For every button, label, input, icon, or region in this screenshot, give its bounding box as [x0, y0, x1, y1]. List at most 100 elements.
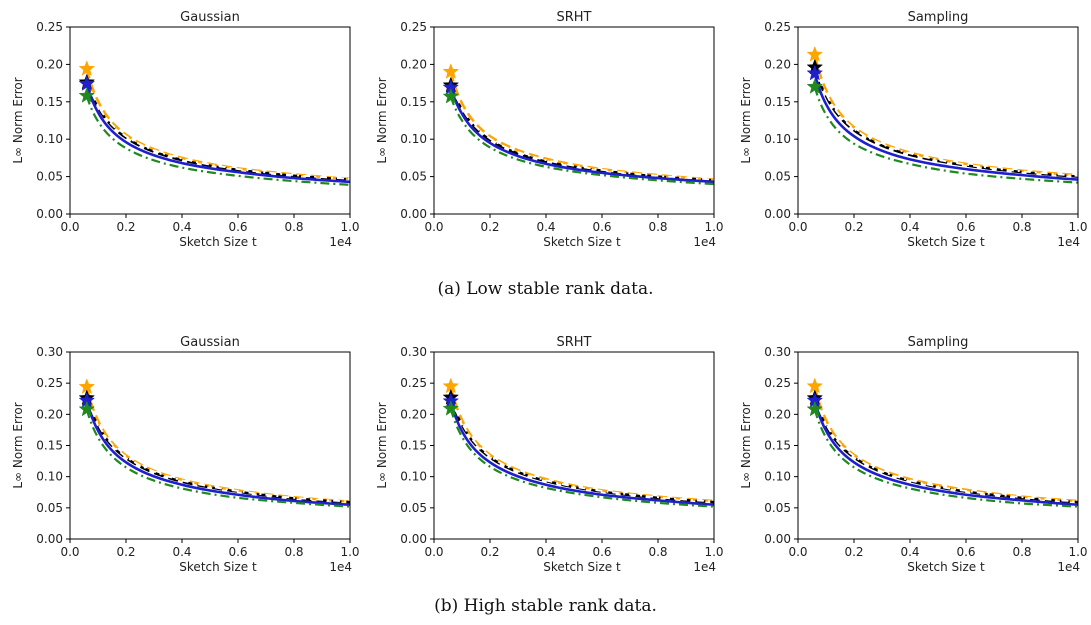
- start-marker-green-dashdot: [806, 78, 824, 94]
- x-tick-label: 1.0: [704, 220, 723, 234]
- x-tick-label: 0.8: [648, 220, 667, 234]
- x-tick-label: 0.4: [536, 220, 555, 234]
- series-lines: [449, 71, 714, 186]
- series-line-black-dash: [449, 397, 714, 504]
- start-marker-green-dashdot: [442, 87, 460, 104]
- x-tick-label: 0.6: [956, 220, 975, 234]
- series-lines: [85, 386, 350, 508]
- chart-title: Gaussian: [180, 335, 240, 350]
- panel-a-gaussian: Gaussian 0.00 0.05 0.10 0.15 0.20 0.25 0.0 0.2 0.…: [11, 10, 360, 249]
- y-tick-label: 0.10: [36, 132, 63, 146]
- y-tick-label: 0.15: [764, 439, 791, 453]
- caption-high-stable-rank: (b) High stable rank data.: [434, 596, 657, 616]
- y-tick-label: 0.20: [400, 57, 427, 71]
- x-tick-label: 0.6: [228, 220, 247, 234]
- start-marker-orange-dash: [78, 60, 96, 76]
- x-tick-label: 0.2: [480, 220, 499, 234]
- x-tick-label: 0.8: [284, 545, 303, 559]
- series-line-orange-dash: [813, 54, 1078, 177]
- y-axis-label: L∞ Norm Error: [11, 77, 25, 163]
- y-axis-label: L∞ Norm Error: [375, 402, 389, 488]
- series-line-black-dash: [813, 67, 1078, 178]
- x-tick-label: 0.0: [788, 545, 807, 559]
- series-line-orange-dash: [813, 385, 1078, 503]
- y-tick-label: 0.00: [36, 532, 63, 546]
- series-line-orange-dash: [85, 68, 350, 181]
- series-line-white-dashdot: [813, 394, 1078, 503]
- series-line-blue-solid: [85, 83, 350, 184]
- y-tick-label: 0.25: [764, 376, 791, 390]
- y-tick-label: 0.10: [400, 470, 427, 484]
- panel-b-sampling: Sampling 0.00 0.05 0.10 0.15 0.20 0.25 0.30 0.0 0…: [739, 335, 1088, 574]
- x-tick-label: 0.6: [592, 545, 611, 559]
- y-tick-label: 0.15: [400, 439, 427, 453]
- x-axis-label: Sketch Size t: [179, 560, 257, 574]
- x-axis-label: Sketch Size t: [907, 235, 985, 249]
- plot-frame: [797, 26, 1079, 215]
- series-line-black-dash: [85, 81, 350, 181]
- y-tick-label: 0.10: [764, 132, 791, 146]
- series-line-blue-solid: [449, 87, 714, 184]
- series-line-blue-solid: [449, 400, 714, 507]
- x-tick-label: 1.0: [1068, 545, 1087, 559]
- x-tick-label: 0.6: [956, 545, 975, 559]
- chart-title: SRHT: [556, 335, 591, 350]
- series-line-green-dashdot: [85, 95, 350, 186]
- x-axis-label: Sketch Size t: [543, 235, 621, 249]
- x-tick-label: 0.4: [900, 545, 919, 559]
- x-tick-label: 0.8: [648, 545, 667, 559]
- panel-a-srht: SRHT 0.00 0.05 0.10 0.15 0.20 0.25 0.0 0.2 0.4 0.6…: [375, 10, 724, 249]
- y-tick-label: 0.25: [764, 20, 791, 34]
- series-line-orange-dash: [85, 386, 350, 503]
- y-tick-label: 0.10: [36, 470, 63, 484]
- x-tick-label: 0.4: [172, 545, 191, 559]
- start-marker-blue-solid: [806, 64, 824, 81]
- series-line-white-dashdot: [449, 80, 714, 181]
- start-marker-green-dashdot: [442, 400, 460, 416]
- start-marker-green-dashdot: [78, 400, 96, 417]
- y-tick-label: 0.00: [764, 207, 791, 221]
- series-lines: [813, 54, 1078, 184]
- y-tick-label: 0.20: [764, 57, 791, 71]
- y-tick-label: 0.00: [400, 532, 427, 546]
- x-tick-label: 0.0: [424, 545, 443, 559]
- series-lines: [85, 68, 350, 186]
- panel-b-srht: SRHT 0.00 0.05 0.10 0.15 0.20 0.25 0.30 0.0 0.2 0.…: [375, 335, 724, 574]
- y-tick-label: 0.30: [400, 345, 427, 359]
- x-tick-label: 1.0: [704, 545, 723, 559]
- x-tick-label: 1.0: [1068, 220, 1087, 234]
- x-axis-label: Sketch Size t: [543, 560, 621, 574]
- start-marker-orange-dash: [442, 63, 460, 79]
- y-tick-label: 0.00: [36, 207, 63, 221]
- start-marker-orange-dash: [806, 45, 824, 62]
- start-marker-green-dashdot: [78, 87, 96, 103]
- y-tick-label: 0.00: [400, 207, 427, 221]
- y-tick-label: 0.00: [764, 532, 791, 546]
- x-tick-label: 0.4: [172, 220, 191, 234]
- x-tick-label: 1.0: [340, 220, 359, 234]
- y-tick-label: 0.15: [36, 439, 63, 453]
- x-offset-label: 1e4: [1057, 235, 1080, 249]
- panel-a-sampling: Sampling 0.00 0.05 0.10 0.15 0.20 0.25 0.0 0.2 0.…: [739, 10, 1088, 249]
- series-lines: [813, 385, 1078, 508]
- chart-title: Sampling: [908, 10, 969, 25]
- y-tick-label: 0.15: [400, 95, 427, 109]
- chart-title: Gaussian: [180, 10, 240, 25]
- chart-title: Sampling: [908, 335, 969, 350]
- y-tick-label: 0.25: [36, 20, 63, 34]
- y-tick-label: 0.05: [400, 501, 427, 515]
- x-offset-label: 1e4: [693, 235, 716, 249]
- panel-b-gaussian: Gaussian 0.00 0.05 0.10 0.15 0.20 0.25 0.30 0.0 0…: [11, 335, 360, 574]
- x-tick-label: 0.6: [592, 220, 611, 234]
- y-tick-label: 0.20: [400, 407, 427, 421]
- series-line-blue-solid: [813, 73, 1078, 181]
- y-tick-label: 0.15: [36, 95, 63, 109]
- plot-frame: [433, 26, 715, 215]
- y-axis-label: L∞ Norm Error: [739, 77, 753, 163]
- caption-low-stable-rank: (a) Low stable rank data.: [437, 279, 654, 299]
- x-tick-label: 0.2: [116, 220, 135, 234]
- series-line-black-dash: [85, 397, 350, 504]
- y-tick-label: 0.25: [400, 20, 427, 34]
- y-tick-label: 0.05: [36, 170, 63, 184]
